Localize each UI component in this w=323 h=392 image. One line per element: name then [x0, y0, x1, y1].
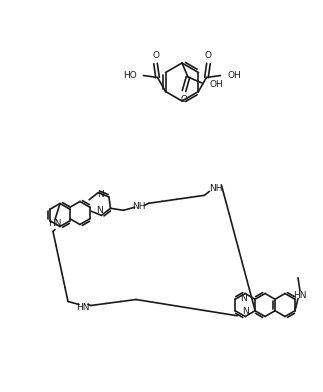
- Text: N: N: [242, 307, 248, 316]
- Text: OH: OH: [227, 71, 241, 80]
- Text: O: O: [205, 51, 212, 60]
- Text: HN: HN: [293, 291, 307, 300]
- Text: NH: NH: [132, 202, 145, 211]
- Text: O: O: [152, 51, 159, 60]
- Text: NH: NH: [209, 184, 222, 193]
- Text: HN: HN: [48, 219, 62, 228]
- Text: HO: HO: [123, 71, 137, 80]
- Text: N: N: [97, 190, 104, 199]
- Text: O: O: [181, 94, 187, 103]
- Text: N: N: [96, 206, 103, 215]
- Text: HN: HN: [76, 303, 90, 312]
- Text: N: N: [240, 294, 246, 303]
- Text: OH: OH: [210, 80, 224, 89]
